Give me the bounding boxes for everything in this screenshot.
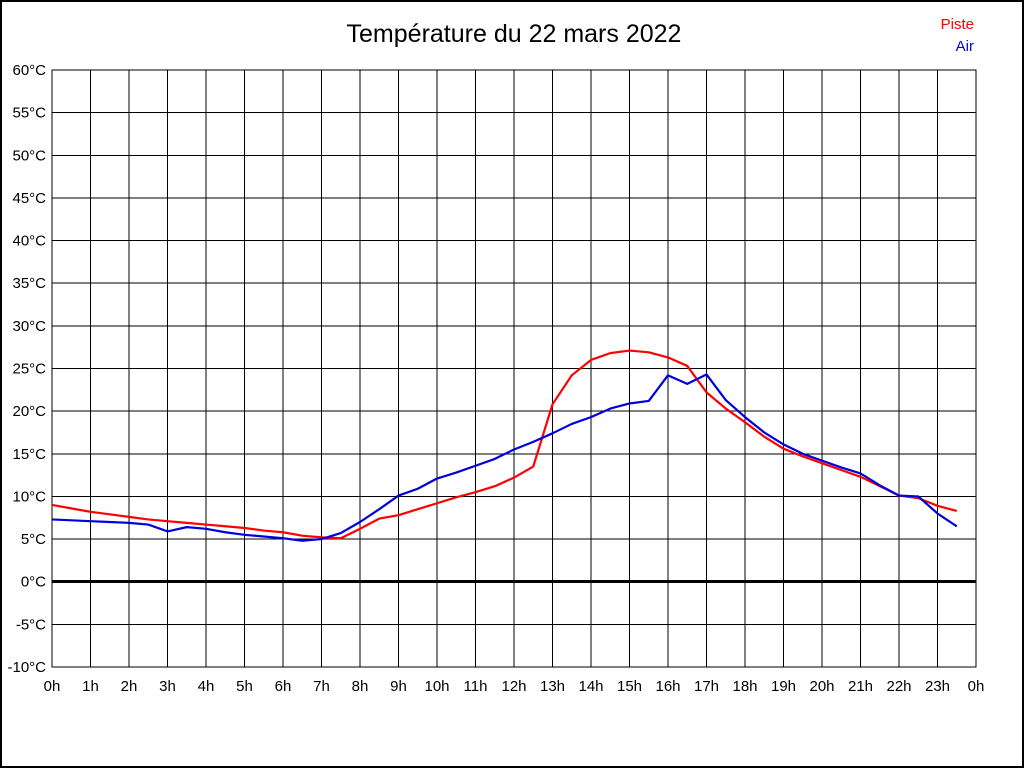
chart-legend: Piste Air	[941, 14, 974, 58]
piste-line	[51, 349, 958, 540]
legend-item-piste: Piste	[940, 16, 974, 33]
y-tick-label: 50°C	[12, 147, 46, 164]
x-tick-label: 23h	[925, 678, 950, 695]
x-tick-label: 5h	[236, 678, 253, 695]
x-tick-label: 2h	[121, 678, 138, 695]
x-tick-label: 9h	[390, 678, 407, 695]
air-line	[51, 373, 958, 542]
y-tick-label: 55°C	[12, 105, 46, 122]
x-tick-label: 3h	[159, 678, 176, 695]
plot-frame	[51, 69, 977, 668]
y-tick-label: 0°C	[21, 574, 46, 591]
y-tick-label: -10°C	[7, 659, 46, 676]
y-tick-label: 60°C	[12, 62, 46, 79]
x-tick-label: 0h	[968, 678, 985, 695]
x-tick-label: 17h	[694, 678, 719, 695]
x-tick-label: 6h	[275, 678, 292, 695]
y-tick-label: 10°C	[12, 488, 46, 505]
y-tick-label: 45°C	[12, 190, 46, 207]
y-tick-label: 30°C	[12, 318, 46, 335]
x-tick-label: 8h	[352, 678, 369, 695]
x-tick-label: 19h	[771, 678, 796, 695]
x-tick-label: 21h	[848, 678, 873, 695]
x-tick-label: 1h	[82, 678, 99, 695]
x-tick-label: 16h	[655, 678, 680, 695]
x-tick-label: 22h	[886, 678, 911, 695]
x-tick-label: 7h	[313, 678, 330, 695]
x-tick-label: 4h	[198, 678, 215, 695]
legend-item-air: Air	[955, 38, 974, 55]
y-tick-label: -5°C	[16, 616, 46, 633]
x-tick-label: 11h	[464, 678, 488, 695]
y-tick-label: 35°C	[12, 275, 46, 292]
x-tick-label: 10h	[424, 678, 449, 695]
x-tick-label: 14h	[578, 678, 603, 695]
y-tick-label: 15°C	[12, 446, 46, 463]
x-tick-label: 15h	[617, 678, 642, 695]
x-tick-label: 12h	[501, 678, 526, 695]
y-tick-label: 5°C	[21, 531, 46, 548]
x-tick-label: 20h	[809, 678, 834, 695]
x-tick-label: 0h	[44, 678, 61, 695]
x-tick-label: 13h	[540, 678, 565, 695]
x-tick-label: 18h	[732, 678, 757, 695]
y-tick-label: 40°C	[12, 233, 46, 250]
y-tick-label: 20°C	[12, 403, 46, 420]
y-tick-label: 25°C	[12, 361, 46, 378]
chart-title: Température du 22 mars 2022	[346, 20, 682, 48]
